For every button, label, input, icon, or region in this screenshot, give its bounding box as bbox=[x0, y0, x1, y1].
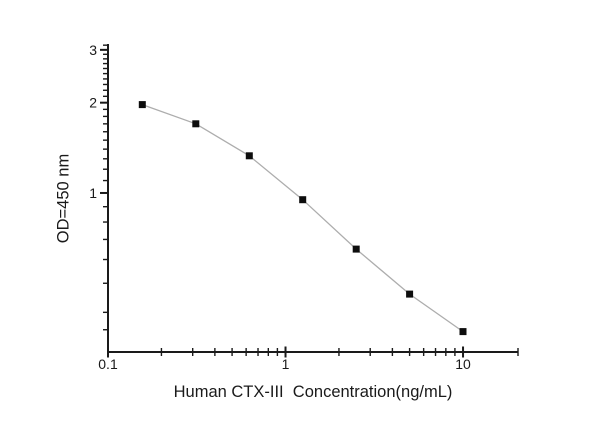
y-tick-label: 2 bbox=[89, 95, 97, 111]
y-tick-label: 3 bbox=[89, 42, 97, 58]
axes-layer: 0.1 1 10 1 2 3 bbox=[89, 42, 519, 372]
series-layer bbox=[138, 101, 467, 336]
x-tick-label: 1 bbox=[282, 356, 290, 372]
data-point bbox=[245, 152, 253, 160]
data-point bbox=[352, 245, 360, 253]
y-axis-title: OD=450 nm bbox=[55, 154, 73, 243]
x-tick-label: 10 bbox=[455, 356, 471, 372]
x-axis-title: Human CTX-III Concentration(ng/mL) bbox=[174, 383, 453, 401]
x-tick-label: 0.1 bbox=[98, 356, 118, 372]
data-point bbox=[299, 196, 307, 204]
data-point bbox=[459, 328, 467, 336]
data-point bbox=[192, 120, 200, 128]
data-point bbox=[406, 290, 414, 298]
data-point bbox=[138, 101, 146, 109]
y-tick-label: 1 bbox=[89, 185, 97, 201]
series-line bbox=[142, 103, 464, 333]
